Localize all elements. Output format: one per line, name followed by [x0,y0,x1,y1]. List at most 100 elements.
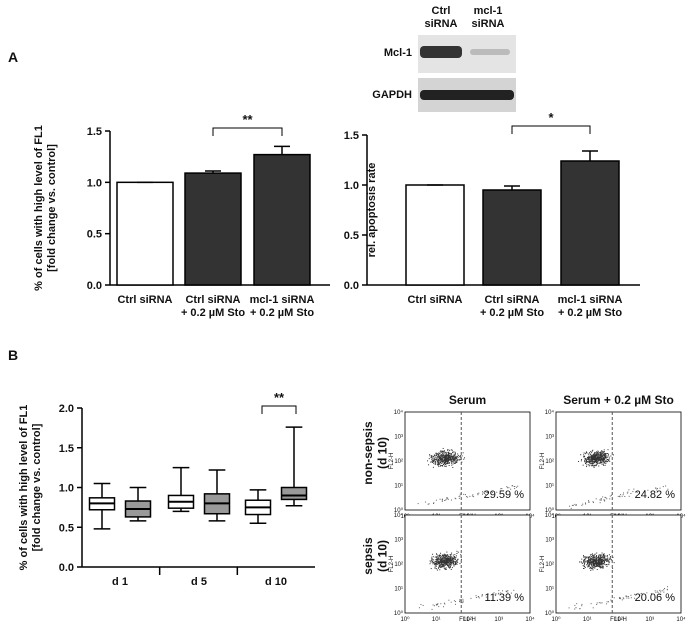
x-tick-label: 10⁴ [676,616,686,622]
event-dot [593,557,595,559]
event-dot [438,557,440,559]
event-dot [588,458,590,460]
event-dot [459,600,461,602]
event-dot [437,560,439,562]
event-dot [602,463,604,465]
event-dot [604,461,606,463]
event-dot [446,560,448,562]
whisker [93,509,111,530]
event-dot [431,560,433,562]
event-dot [590,454,592,456]
event-dot [603,453,605,455]
event-dot [444,568,446,570]
event-dot [457,456,459,458]
event-dot [594,553,596,555]
event-dot [591,565,593,567]
event-dot [434,564,436,566]
event-dot [498,592,500,594]
event-dot [593,560,595,562]
event-dot [592,461,594,463]
event-dot [598,462,600,464]
event-dot [600,458,602,460]
event-dot [448,451,450,453]
event-dot [435,564,437,566]
event-dot [487,492,489,494]
event-dot [599,460,601,462]
event-dot [601,451,603,453]
event-dot [589,462,591,464]
event-dot [597,456,599,458]
panel-label: B [8,347,18,363]
event-dot [600,460,602,462]
event-dot [605,558,607,560]
event-dot [601,458,603,460]
event-dot [429,563,431,565]
event-dot [591,558,593,560]
event-dot [432,458,434,460]
event-dot [455,455,457,457]
error-bar [274,145,290,155]
event-dot [452,562,454,564]
event-dot [603,554,605,556]
event-dot [620,598,622,600]
y-tick-label: 1.5 [344,130,359,142]
event-dot [608,601,610,603]
event-dot [441,465,443,467]
event-dot [434,556,436,558]
event-dot [441,455,443,457]
event-dot [590,554,592,556]
event-dot [450,462,452,464]
event-dot [580,454,582,456]
y-tick-label: 10² [545,459,554,465]
event-dot [517,485,519,487]
event-dot [595,462,597,464]
event-dot [605,459,607,461]
error-bar [582,150,598,161]
event-dot [456,461,458,463]
event-dot [507,487,509,489]
event-dot [438,461,440,463]
event-dot [588,565,590,567]
event-dot [594,453,596,455]
event-dot [620,494,622,496]
event-dot [442,456,444,458]
event-dot [448,456,450,458]
event-dot [437,464,439,466]
bar [184,172,242,286]
event-dot [473,496,475,498]
event-dot [601,559,603,561]
event-dot [434,566,436,568]
event-dot [446,461,448,463]
event-dot [583,452,585,454]
event-dot [445,463,447,465]
event-dot [447,558,449,560]
event-dot [596,557,598,559]
event-dot [600,602,602,604]
event-dot [454,460,456,462]
whisker [249,489,267,501]
event-dot [602,451,604,453]
event-dot [456,460,458,462]
event-dot [609,495,611,497]
event-dot [636,491,638,493]
event-dot [591,461,593,463]
event-dot [452,561,454,563]
event-dot [436,558,438,560]
event-dot [455,563,457,565]
event-dot [462,600,464,602]
event-dot [581,605,583,607]
event-dot [486,491,488,493]
event-dot [441,455,443,457]
event-dot [450,553,452,555]
event-dot [442,557,444,559]
event-dot [588,559,590,561]
event-dot [592,501,594,503]
event-dot [449,560,451,562]
event-dot [601,563,603,565]
event-dot [494,594,496,596]
event-dot [603,459,605,461]
event-dot [440,559,442,561]
event-dot [467,496,469,498]
event-dot [603,560,605,562]
event-dot [610,494,612,496]
